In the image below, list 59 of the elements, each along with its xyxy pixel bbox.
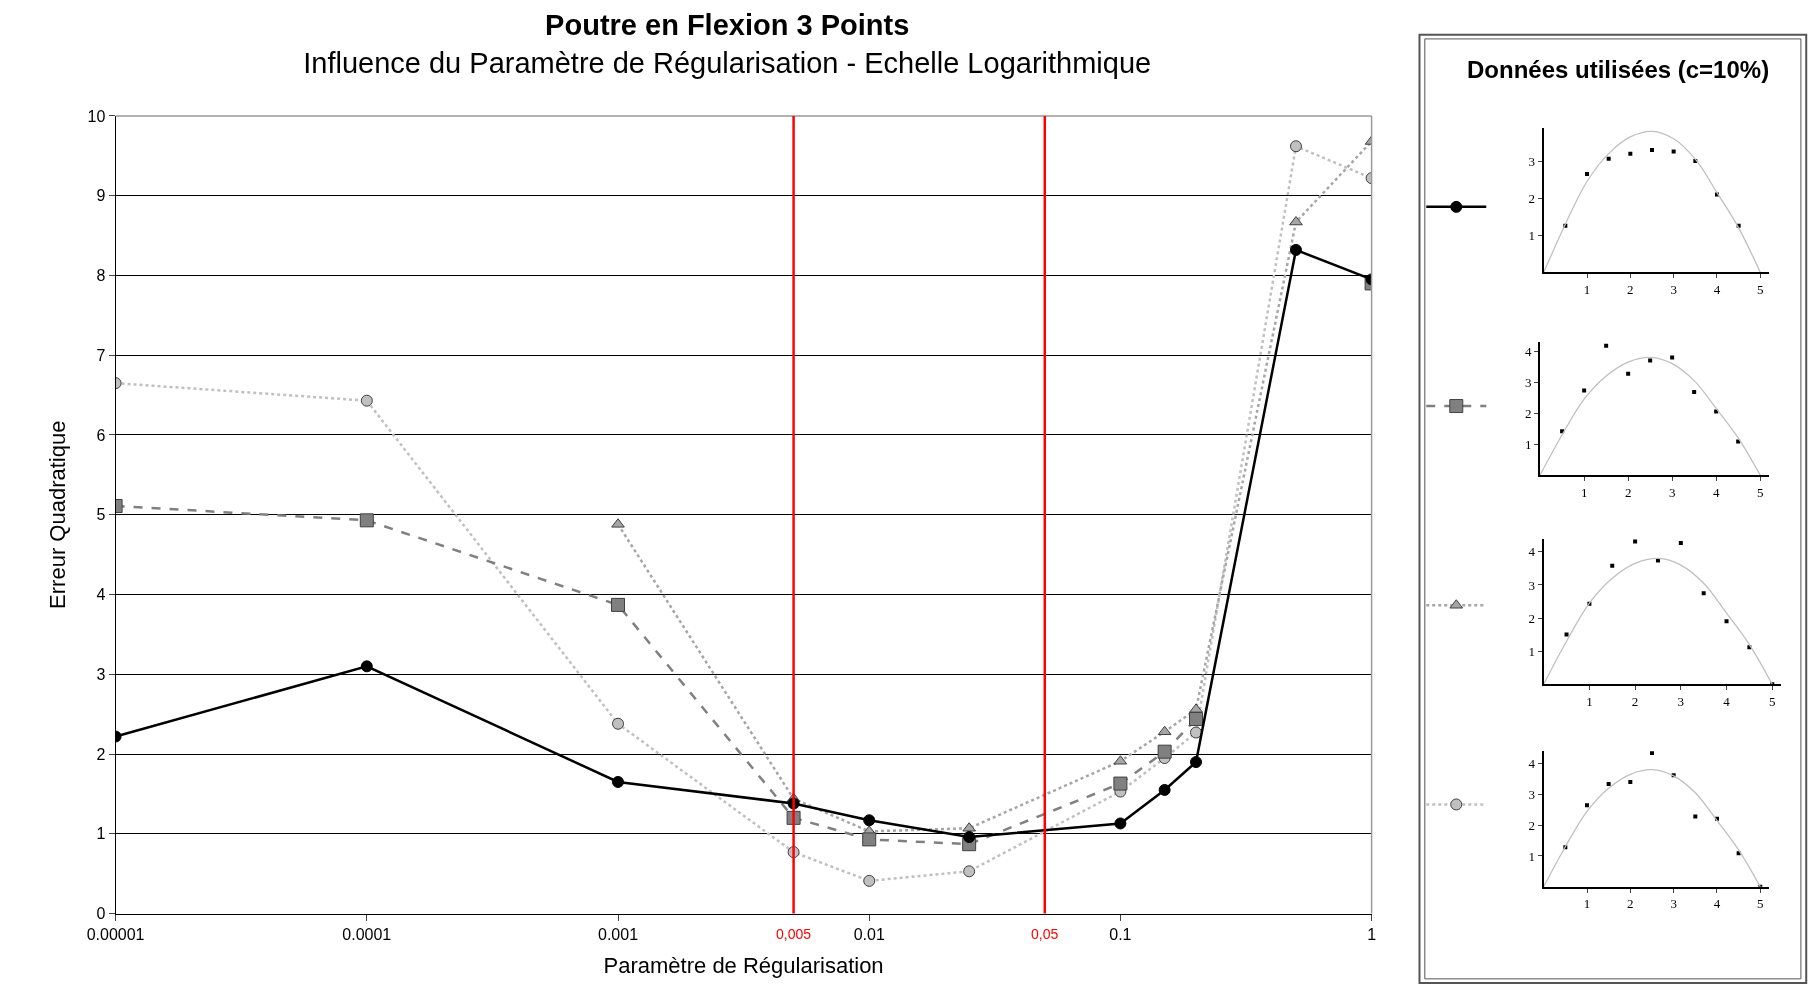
y-tick-label: 4: [1525, 343, 1533, 359]
x-tick-label: 0.01: [853, 925, 885, 943]
x-tick-label: 5: [1757, 896, 1764, 912]
x-tick-label: 0.001: [597, 925, 639, 943]
x-tick-label: 2: [1627, 896, 1634, 912]
x-tick-label: 4: [1723, 693, 1731, 709]
ref-line-label: 0,05: [1031, 926, 1059, 942]
text: Données utilisées (c=10%): [1467, 56, 1770, 83]
y-tick-label: 3: [96, 665, 106, 683]
x-tick-label: 5: [1768, 693, 1776, 709]
y-tick-label: 6: [96, 426, 106, 444]
x-tick-label: 0.00001: [86, 925, 145, 943]
x-tick-label: 0.1: [1109, 925, 1132, 943]
x-tick-label: 1: [1367, 925, 1377, 943]
y-tick-label: 7: [96, 346, 106, 364]
x-tick-label: 0.0001: [342, 925, 392, 943]
x-tick-label: 5: [1756, 484, 1764, 500]
y-tick-label: 8: [96, 267, 106, 285]
y-tick-label: 9: [96, 187, 106, 205]
y-axis-title: Erreur Quadratique: [45, 420, 71, 609]
x-tick-label: 1: [1583, 896, 1591, 912]
y-tick-label: 1: [1525, 436, 1532, 452]
chart-subtitle: Influence du Paramètre de Régularisation - Echelle Logarithmique: [303, 46, 1152, 79]
y-tick-label: 0: [96, 905, 106, 923]
x-tick-label: 4: [1713, 896, 1721, 912]
y-tick-label: 3: [1525, 374, 1532, 390]
y-tick-label: 2: [96, 745, 106, 763]
x-tick-label: 4: [1712, 484, 1720, 500]
x-tick-label: 2: [1631, 693, 1639, 709]
x-tick-label: 1: [1586, 693, 1593, 709]
x-tick-label: 1: [1583, 282, 1591, 298]
x-tick-label: 1: [1580, 484, 1588, 500]
x-tick-label: 3: [1670, 896, 1677, 912]
y-tick-label: 1: [96, 825, 106, 843]
y-tick-label: 4: [96, 586, 106, 604]
y-tick-label: 1: [1528, 848, 1536, 864]
y-tick-label: 1: [1528, 227, 1536, 243]
y-tick-label: 4: [1528, 544, 1536, 560]
x-tick-label: 3: [1668, 484, 1676, 500]
y-tick-label: 5: [96, 506, 106, 524]
ref-line-label: 0,005: [776, 926, 812, 942]
x-tick-label: 2: [1627, 282, 1634, 298]
x-axis-title: Paramètre de Régularisation: [603, 952, 884, 978]
x-tick-label: 5: [1757, 282, 1764, 298]
x-tick-label: 2: [1624, 484, 1632, 500]
y-tick-label: 10: [87, 107, 106, 125]
y-tick-label: 3: [1528, 577, 1536, 593]
x-tick-label: 3: [1677, 693, 1685, 709]
x-tick-label: 3: [1670, 282, 1677, 298]
x-tick-label: 4: [1713, 282, 1721, 298]
y-tick-label: 3: [1528, 153, 1536, 169]
y-tick-label: 3: [1528, 786, 1536, 802]
y-tick-label: 2: [1528, 817, 1536, 833]
y-tick-label: 2: [1528, 190, 1536, 206]
y-tick-label: 2: [1528, 610, 1536, 626]
y-tick-label: 1: [1528, 643, 1536, 659]
y-tick-label: 2: [1525, 405, 1532, 421]
y-tick-label: 4: [1528, 756, 1536, 772]
chart-title: Poutre en Flexion 3 Points: [545, 8, 910, 41]
